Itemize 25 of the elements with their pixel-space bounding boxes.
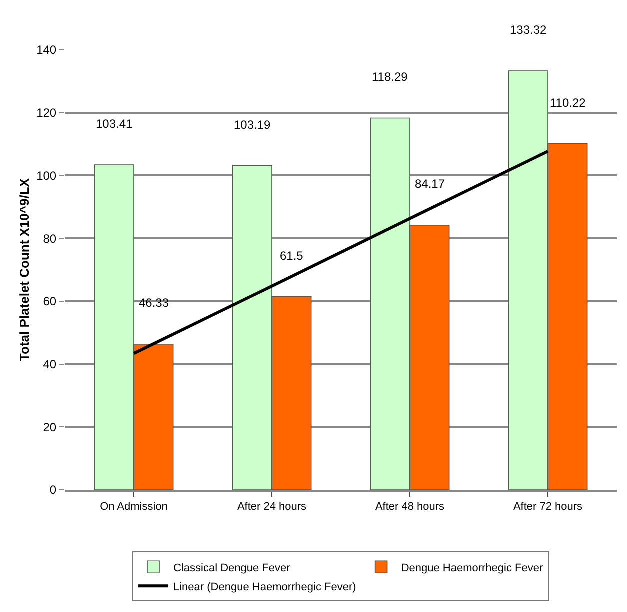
y-tick-label: 80 bbox=[43, 232, 57, 246]
y-tick-label: 140 bbox=[36, 43, 57, 58]
y-tick-label: 40 bbox=[43, 357, 57, 372]
y-axis-title: Total Platelet Count X10^9/LX bbox=[17, 178, 32, 362]
y-tick-label: 60 bbox=[43, 294, 57, 309]
y-tick-label: 100 bbox=[36, 168, 57, 183]
x-tick-label: After 48 hours bbox=[375, 501, 446, 514]
x-tick-label: After 72 hours bbox=[513, 501, 584, 514]
x-tick-label: After 24 hours bbox=[237, 501, 308, 514]
data-label: 84.17 bbox=[415, 177, 446, 191]
legend-label: Dengue Haemorrhegic Fever bbox=[401, 562, 544, 574]
legend-label: Linear (Dengue Haemorrhegic Fever) bbox=[174, 581, 356, 594]
data-label: 118.29 bbox=[372, 70, 408, 84]
data-label: 133.32 bbox=[510, 23, 548, 37]
x-tick-label: On Admission bbox=[100, 501, 168, 514]
data-label: 61.5 bbox=[280, 249, 304, 263]
legend-label: Classical Dengue Fever bbox=[174, 562, 291, 574]
data-label: 46.33 bbox=[139, 296, 170, 310]
y-tick-label: 20 bbox=[43, 420, 57, 434]
data-label: 110.22 bbox=[550, 96, 586, 110]
y-tick-label: 0 bbox=[50, 483, 57, 498]
data-label: 103.19 bbox=[234, 118, 272, 132]
line-series bbox=[132, 150, 550, 356]
data-label: 103.41 bbox=[96, 117, 134, 131]
y-tick-label: 120 bbox=[36, 106, 57, 120]
